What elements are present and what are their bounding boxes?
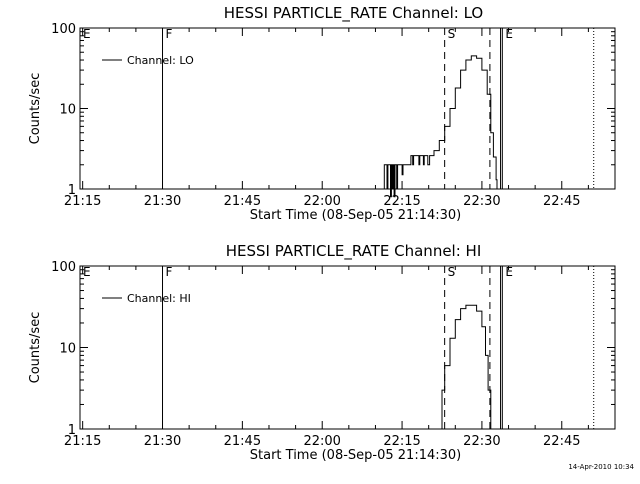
x-tick-label: 22:45	[543, 434, 580, 449]
y-tick-label: 100	[51, 260, 76, 275]
x-tick-label: 21:15	[64, 194, 101, 209]
x-tick-label: 22:30	[463, 194, 500, 209]
plot-frame	[79, 265, 616, 430]
y-axis-label: Counts/sec	[28, 73, 43, 145]
y-tick-label: 100	[51, 22, 76, 37]
y-tick-label: 1	[68, 183, 76, 198]
x-tick-label: 22:00	[303, 194, 340, 209]
y-axis-label: Counts/sec	[28, 312, 43, 384]
event-marker-label: S	[448, 265, 456, 279]
event-marker-label: E	[83, 27, 91, 41]
x-tick-label: 22:00	[303, 434, 340, 449]
event-marker-label: E	[505, 27, 513, 41]
x-tick-label: 21:45	[224, 434, 261, 449]
x-axis-label: Start Time (08-Sep-05 21:14:30)	[250, 208, 461, 223]
legend-label: Channel: LO	[127, 54, 194, 67]
y-tick-label: 1	[68, 423, 76, 438]
x-axis-label: Start Time (08-Sep-05 21:14:30)	[250, 448, 461, 463]
chart-panel: HESSI PARTICLE_RATE Channel: HI 1 10 100 21:…	[28, 242, 616, 463]
series-line	[383, 55, 498, 198]
footer-timestamp: 14-Apr-2010 10:34	[568, 463, 634, 471]
x-tick-label: 22:45	[543, 194, 580, 209]
legend-label: Channel: HI	[127, 292, 191, 305]
event-marker-label: S	[448, 27, 456, 41]
x-tick-label: 21:30	[144, 434, 181, 449]
x-tick-label: 21:30	[144, 194, 181, 209]
event-marker-label: E	[83, 265, 91, 279]
event-marker-label: F	[166, 265, 173, 279]
y-tick-label: 10	[59, 103, 76, 118]
y-tick-label: 10	[59, 342, 76, 357]
x-tick-label: 22:30	[463, 434, 500, 449]
x-tick-label: 21:45	[224, 194, 261, 209]
series-line	[439, 304, 492, 430]
x-tick-label: 21:15	[64, 434, 101, 449]
x-tick-label: 22:15	[383, 434, 420, 449]
chart-title: HESSI PARTICLE_RATE Channel: LO	[224, 4, 483, 23]
event-marker-label: F	[166, 27, 173, 41]
chart-title: HESSI PARTICLE_RATE Channel: HI	[226, 242, 482, 261]
x-tick-label: 22:15	[383, 194, 420, 209]
plot-frame	[79, 27, 616, 190]
event-marker-label: E	[505, 265, 513, 279]
chart-panel: HESSI PARTICLE_RATE Channel: LO 1 10 100 21:…	[28, 4, 616, 223]
